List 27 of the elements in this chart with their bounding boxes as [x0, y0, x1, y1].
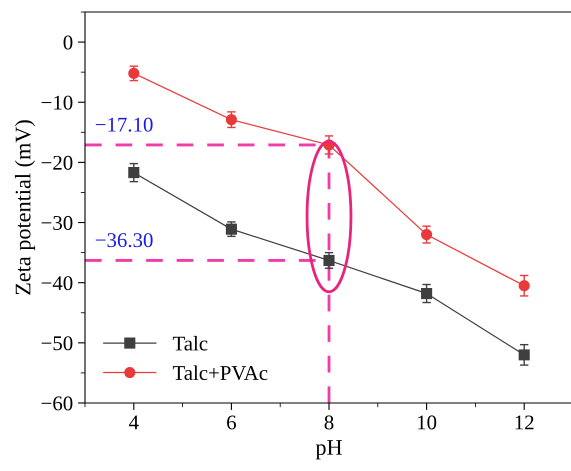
point: [421, 288, 432, 300]
x-tick-label: 6: [227, 415, 236, 430]
point: [421, 229, 432, 240]
x-tick-label: 4: [129, 416, 139, 430]
y-tick-label: −20: [42, 156, 72, 170]
legend-label: Talc: [172, 336, 208, 351]
y-axis-title: Zeta potential (mV): [14, 120, 36, 295]
y-tick-label: −10: [42, 96, 72, 110]
point: [128, 68, 140, 79]
x-tick-label: 8: [324, 415, 334, 430]
x-tick-label: 10: [418, 415, 436, 430]
y-tick-label: −30: [42, 216, 72, 230]
point: [518, 349, 530, 360]
point: [128, 167, 140, 178]
x-tick-label: 12: [516, 415, 534, 430]
ref-line-label: −17.10: [96, 118, 153, 132]
point: [226, 224, 237, 235]
y-tick-label: −40: [42, 276, 72, 290]
y-tick-label: 0: [64, 35, 72, 50]
y-tick-label: −50: [42, 336, 72, 350]
point: [323, 254, 335, 266]
x-axis-title: pH: [316, 440, 342, 460]
legend-label: Talc+PVAc: [172, 365, 268, 380]
point: [518, 280, 530, 292]
point: [226, 114, 237, 126]
y-tick-label: −60: [42, 396, 72, 410]
ref-line-label: −36.30: [96, 233, 153, 248]
